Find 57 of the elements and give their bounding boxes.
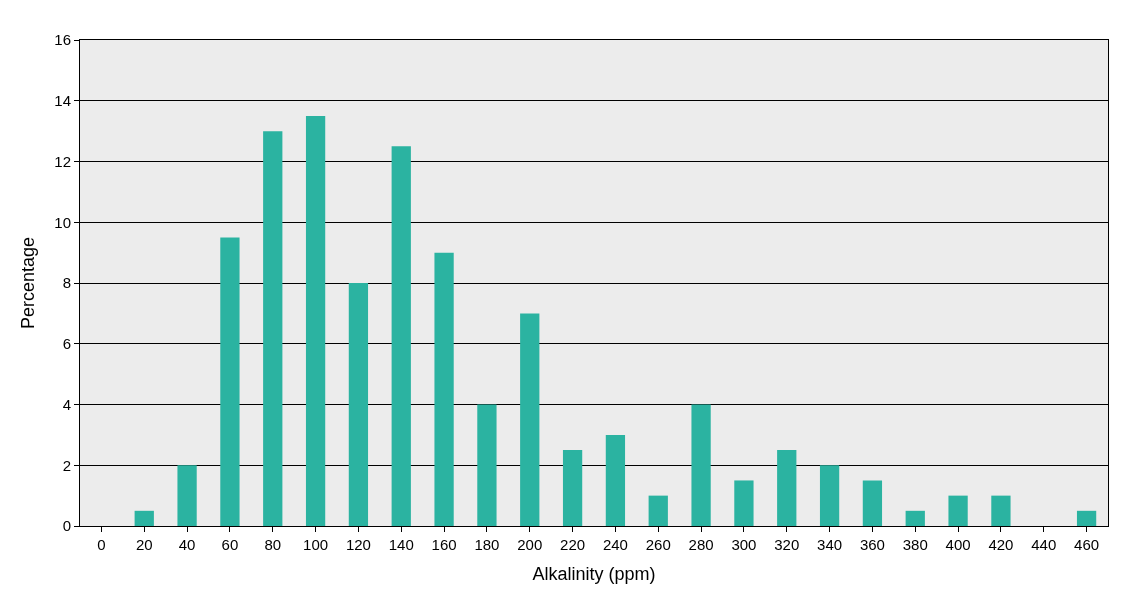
x-tick-label: 120 [345, 536, 371, 553]
x-tick-label: 240 [602, 536, 628, 553]
bar [477, 404, 497, 526]
bar [263, 131, 283, 526]
y-tick-label: 10 [54, 213, 71, 231]
x-tick-label: 200 [517, 536, 543, 553]
x-tick-label: 60 [221, 536, 239, 553]
bar [348, 283, 369, 526]
bar [605, 434, 626, 526]
x-tick-label: 80 [264, 536, 282, 553]
bar [777, 450, 797, 526]
bar [691, 404, 711, 526]
x-tick-label: 40 [178, 536, 196, 553]
bar [819, 465, 840, 526]
bar [648, 495, 668, 526]
y-tick-label: 12 [54, 152, 71, 170]
bar [948, 495, 968, 526]
y-tick-label: 14 [54, 92, 71, 109]
y-tick-label: 16 [54, 31, 71, 49]
x-tick-label: 460 [1074, 536, 1100, 553]
bar [305, 115, 326, 526]
bar [434, 252, 454, 526]
bar [991, 495, 1011, 526]
y-axis-title: Percentage [17, 236, 38, 330]
bar [905, 510, 925, 526]
x-tick-label: 400 [945, 536, 971, 553]
bar [220, 237, 240, 526]
x-tick-label: 320 [774, 536, 800, 553]
bar [1076, 510, 1097, 526]
y-tick-label: 4 [62, 395, 71, 413]
x-tick-label: 300 [731, 536, 757, 553]
x-tick-label: 0 [97, 536, 106, 553]
x-tick-label: 140 [388, 536, 414, 553]
x-tick-label: 440 [1031, 536, 1057, 553]
x-tick-label: 380 [902, 536, 928, 553]
bar [391, 146, 411, 526]
bar [562, 450, 583, 526]
bar [177, 465, 197, 526]
y-tick-label: 8 [62, 274, 71, 292]
x-axis-title: Alkalinity (ppm) [532, 564, 656, 585]
bar [862, 480, 883, 526]
x-tick-label: 180 [474, 536, 500, 553]
y-tick-label: 0 [62, 517, 71, 535]
x-tick-label: 420 [988, 536, 1014, 553]
x-tick-label: 220 [560, 536, 586, 553]
x-tick-label: 20 [135, 536, 153, 553]
x-tick-label: 360 [859, 536, 885, 553]
bar [734, 480, 754, 526]
x-tick-label: 260 [645, 536, 671, 553]
x-tick-label: 100 [303, 536, 329, 553]
y-tick-label: 2 [62, 456, 71, 474]
bar [520, 313, 540, 526]
x-tick-label: 340 [817, 536, 843, 553]
x-tick-label: 160 [431, 536, 457, 553]
x-tick-label: 280 [688, 536, 714, 553]
y-tick-label: 6 [62, 335, 71, 352]
bar [134, 510, 154, 526]
